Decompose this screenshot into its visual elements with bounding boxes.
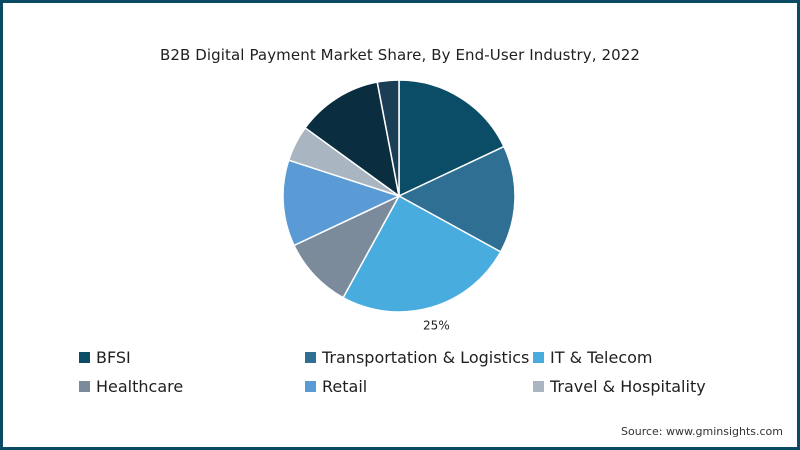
data-label: 25% [423,319,450,333]
pie-slice-unlabeled [304,81,401,198]
source-credit: Source: www.gminsights.com [621,425,783,438]
pie-slice-retail [282,159,402,247]
pie-slice-it-telecom [342,194,502,313]
pie-slice-healthcare [293,194,401,299]
pie-slice-unlabeled [376,79,400,197]
chart-title: B2B Digital Payment Market Share, By End… [159,46,641,64]
pie-slice-transportation-logistics [397,145,516,253]
pie-chart: 25% [282,79,516,333]
pie-slice-bfsi [398,79,505,198]
